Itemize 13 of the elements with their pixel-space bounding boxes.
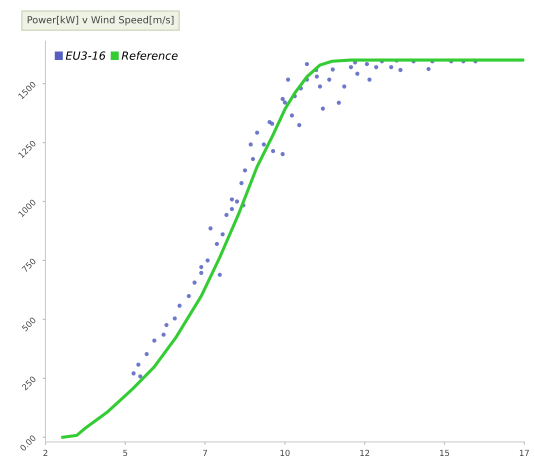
x-tick-label: 7 bbox=[203, 450, 208, 456]
chart-title: Power[kW] v Wind Speed[m/s] bbox=[28, 16, 174, 26]
x-tick-label: 15 bbox=[440, 450, 450, 456]
x-tick-label: 10 bbox=[280, 450, 290, 456]
y-tick-label: 500 bbox=[21, 316, 36, 332]
y-tick-label: 250 bbox=[21, 376, 36, 391]
x-tick-label: 12 bbox=[360, 450, 370, 456]
x-tick-label: 2 bbox=[43, 450, 48, 456]
x-tick-label: 17 bbox=[520, 450, 529, 456]
legend-label: EU3-16 bbox=[66, 51, 106, 60]
legend-label: Reference bbox=[122, 51, 178, 60]
x-tick-label: 5 bbox=[123, 450, 128, 456]
y-tick-label: 750 bbox=[21, 258, 36, 273]
